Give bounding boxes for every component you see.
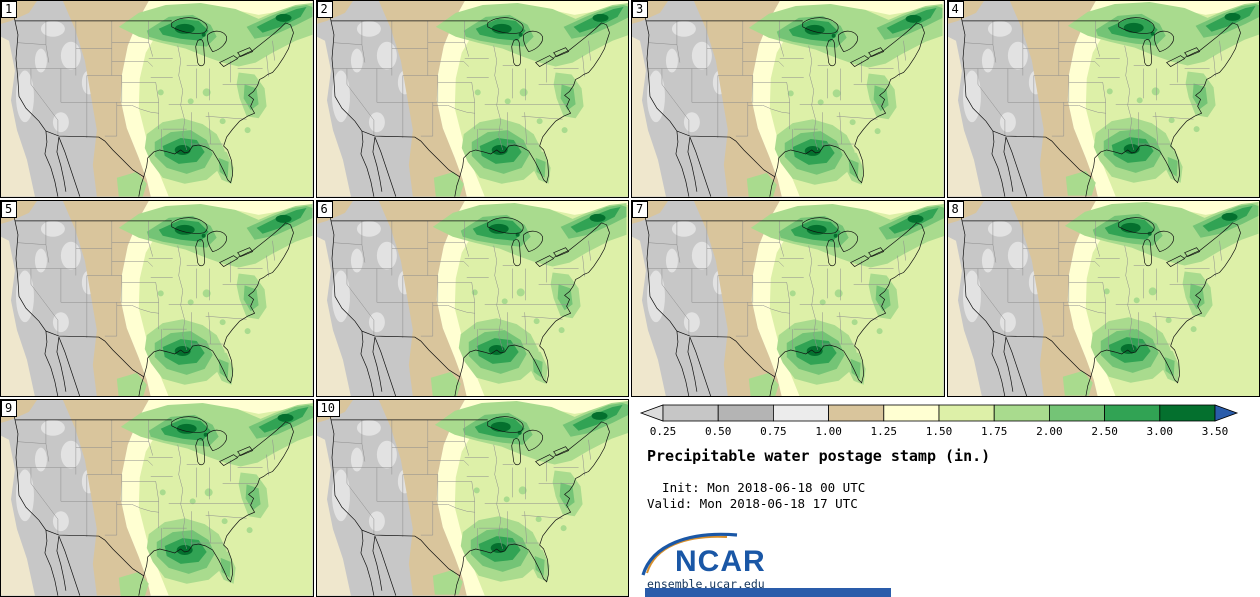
pw-field-map (1, 1, 313, 197)
pw-field-map (947, 1, 1259, 197)
ncar-swoosh-accent-icon (646, 536, 728, 574)
colorbar-label: 3.00 (1147, 425, 1174, 438)
pw-field-map (1, 400, 313, 596)
colorbar-label: 2.50 (1091, 425, 1118, 438)
map-panel-4: 4 (946, 0, 1260, 198)
ncar-logo: NCAR (639, 529, 809, 581)
panel-number: 10 (316, 400, 340, 418)
panel-number: 7 (632, 200, 649, 218)
colorbar-segment (1104, 404, 1161, 422)
map-panel-3: 3 (631, 0, 945, 198)
panel-number: 6 (316, 200, 333, 218)
colorbar-segment (883, 404, 940, 422)
map-panel-6: 6 (315, 199, 629, 398)
pw-field-map (316, 400, 628, 596)
colorbar-segment (828, 404, 885, 422)
legend-and-title-block: 0.25 0.50 0.75 1.00 1.25 1.50 1.75 2.00 2.50 3.00… (631, 399, 1260, 597)
map-panel-7: 7 (631, 199, 945, 398)
colorbar-label: 1.25 (871, 425, 898, 438)
colorbar-label: 1.00 (815, 425, 842, 438)
map-panel-5: 5 (0, 199, 314, 398)
map-panel-9: 9 (0, 399, 314, 597)
colorbar-label: 0.25 (650, 425, 677, 438)
panel-number: 9 (1, 400, 18, 418)
figure-title: Precipitable water postage stamp (in.) (647, 447, 991, 466)
colorbar-segment (1159, 404, 1216, 422)
colorbar-under-arrow (639, 404, 664, 422)
pw-field-map (632, 1, 944, 197)
map-panel-8: 8 (946, 199, 1260, 398)
colorbar-segment (993, 404, 1050, 422)
pw-field-map (316, 200, 628, 397)
colorbar-segment (1048, 404, 1105, 422)
colorbar-segment (938, 404, 995, 422)
pw-field-map (316, 1, 628, 197)
site-url: ensemble.ucar.edu (647, 577, 765, 592)
colorbar-label: 0.75 (760, 425, 787, 438)
valid-time: Valid: Mon 2018-06-18 17 UTC (647, 496, 858, 512)
colorbar-segment (717, 404, 774, 422)
colorbar-label: 2.00 (1036, 425, 1063, 438)
ncar-swoosh-icon (641, 533, 738, 576)
footer-bar (645, 588, 891, 597)
pw-field-map (1, 200, 313, 397)
colorbar-label: 1.50 (926, 425, 953, 438)
ncar-logo-text: NCAR (675, 545, 766, 577)
panel-number: 3 (632, 1, 649, 18)
colorbar: 0.25 0.50 0.75 1.00 1.25 1.50 1.75 2.00 2.50 3.00… (639, 404, 1239, 438)
colorbar-segment (772, 404, 829, 422)
colorbar-segment (662, 404, 719, 422)
init-time: Init: Mon 2018-06-18 00 UTC (647, 480, 866, 496)
colorbar-over-arrow (1214, 404, 1239, 422)
panel-number: 8 (947, 200, 964, 218)
colorbar-label: 3.50 (1202, 425, 1229, 438)
map-panel-2: 2 (315, 0, 629, 198)
panel-number: 5 (1, 200, 18, 218)
panel-number: 4 (947, 1, 964, 18)
pw-field-map (632, 200, 944, 397)
pw-field-map (947, 200, 1259, 397)
colorbar-label: 0.50 (705, 425, 732, 438)
map-panel-10: 10 (315, 399, 629, 597)
colorbar-label: 1.75 (981, 425, 1008, 438)
panel-number: 2 (316, 1, 333, 18)
map-panel-1: 1 (0, 0, 314, 198)
panel-number: 1 (1, 1, 18, 18)
